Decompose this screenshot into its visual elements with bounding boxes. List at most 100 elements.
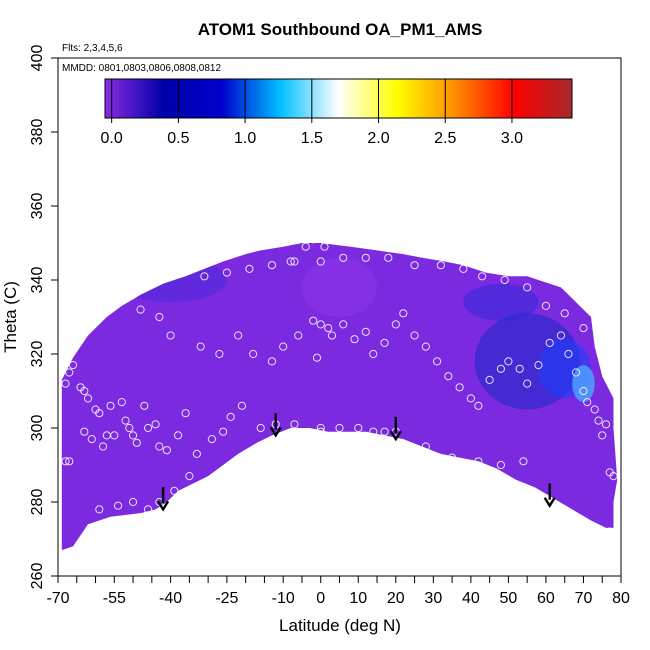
sample-point (380, 427, 389, 436)
sample-point (590, 405, 599, 414)
sample-point (316, 423, 325, 433)
sample-point (474, 401, 483, 410)
sample-point (316, 257, 325, 266)
sample-point (421, 342, 430, 351)
sample-point (324, 324, 333, 333)
colorbar: 0.0 0.5 1.0 1.5 2.0 2.5 3.0 (101, 78, 573, 147)
sample-point (200, 272, 209, 281)
sample-point (185, 472, 194, 481)
sample-point (410, 331, 419, 340)
sample-point (519, 457, 528, 466)
sample-point (256, 423, 265, 433)
sample-point (155, 442, 164, 451)
sample-point (267, 357, 277, 366)
y-tick-label: 360 (29, 193, 46, 220)
sample-point (132, 438, 141, 447)
x-axis: -70 -55 -40 -25 -10 0 10 20 30 40 50 60 70 80 (46, 576, 630, 607)
x-tick-label: -55 (103, 590, 126, 607)
sample-point (571, 368, 581, 377)
sample-point (106, 275, 115, 285)
sample-point (234, 331, 243, 340)
sample-point (598, 431, 607, 440)
sample-point (128, 497, 138, 507)
x-tick-label: -25 (215, 590, 238, 607)
sample-point (354, 423, 363, 433)
colorbar-tick-label: 1.5 (301, 130, 323, 147)
arrow-markers (157, 413, 556, 512)
sample-point (410, 261, 419, 270)
sample-point (541, 301, 551, 310)
sample-point (143, 505, 153, 514)
sample-point (106, 401, 115, 410)
sample-point (601, 420, 611, 429)
sample-point (474, 457, 483, 466)
sample-point (121, 416, 130, 425)
sample-point (496, 364, 505, 373)
sample-point (80, 386, 89, 396)
sample-point (61, 457, 70, 466)
sample-point (399, 309, 408, 318)
x-tick-label: 40 (462, 590, 480, 607)
sample-point (113, 501, 123, 510)
arrow-marker-0 (157, 487, 170, 512)
heatmap-region-3 (463, 283, 539, 321)
sample-points (61, 235, 618, 536)
sample-point (143, 423, 153, 433)
sample-point (301, 242, 310, 251)
sample-point (309, 316, 318, 325)
sample-point (496, 460, 505, 470)
sample-point (151, 420, 160, 429)
sample-point (485, 375, 494, 384)
sample-point (350, 335, 359, 344)
sample-point (339, 253, 348, 262)
sample-point (534, 361, 543, 370)
heatmap-region-2 (572, 365, 595, 403)
y-tick-label: 320 (29, 341, 46, 368)
arrow-marker-3 (543, 483, 556, 508)
colorbar-gradient (104, 78, 573, 119)
sample-point (545, 338, 554, 347)
sample-point (245, 264, 254, 273)
sample-point (335, 423, 344, 433)
sample-point (290, 420, 299, 429)
sample-point (215, 349, 224, 359)
sample-point (448, 453, 457, 462)
sample-point (478, 272, 487, 281)
x-tick-label: 50 (500, 590, 518, 607)
sample-point (136, 305, 145, 314)
heatmap-field-area (61, 243, 618, 551)
sample-point (556, 331, 566, 340)
sample-point (369, 427, 378, 436)
sample-point (61, 379, 70, 388)
y-tick-label: 300 (29, 415, 46, 442)
sample-point (155, 312, 164, 322)
sample-point (125, 423, 134, 433)
y-tick-label: 340 (29, 267, 46, 294)
arrow-marker-2 (389, 416, 402, 442)
y-tick-label: 280 (29, 489, 46, 516)
sample-point (459, 264, 468, 273)
sample-point (170, 486, 179, 495)
x-tick-label: 20 (387, 590, 405, 607)
sample-point (312, 353, 322, 362)
sample-point (207, 435, 216, 444)
sample-point (605, 527, 614, 536)
sample-point (95, 505, 104, 514)
heatmap-region-4 (114, 257, 227, 303)
colorbar-tick-label: 1.0 (234, 130, 256, 147)
x-axis-label: Latitude (deg N) (279, 616, 401, 635)
sample-point (166, 331, 175, 340)
sample-point (583, 398, 592, 407)
colorbar-tick-label: 0.5 (167, 130, 189, 147)
sample-point (316, 320, 325, 329)
sample-point (80, 427, 89, 436)
x-tick-label: 60 (537, 590, 555, 607)
y-tick-label: 380 (29, 119, 46, 146)
sample-point (466, 394, 475, 403)
sample-point (95, 409, 104, 418)
sample-point (87, 435, 96, 444)
sample-point (320, 242, 329, 251)
sample-point (65, 457, 74, 466)
x-tick-label: 30 (424, 590, 442, 607)
colorbar-tick-label: 2.5 (434, 130, 456, 147)
